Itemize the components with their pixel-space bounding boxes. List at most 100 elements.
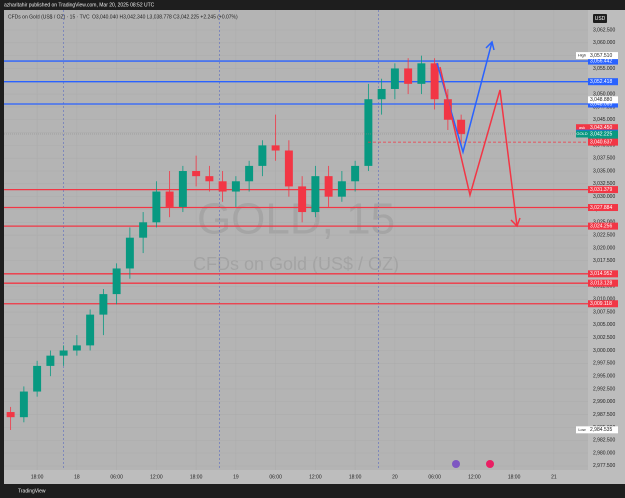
x-tick-label: 18:00	[31, 474, 44, 480]
candle-body	[205, 176, 214, 182]
watermark: GOLD, 15	[197, 195, 395, 244]
y-tick-label: 2,977.500	[593, 463, 615, 469]
candle-body	[364, 99, 373, 166]
candle-body	[112, 268, 121, 295]
y-tick-label: 3,020.000	[593, 245, 615, 251]
x-tick-label: 12:00	[150, 474, 163, 480]
candle-body	[245, 165, 254, 182]
candle-body	[218, 181, 227, 192]
price-axis	[588, 10, 625, 470]
candle-body	[271, 145, 280, 151]
y-tick-label: 3,037.500	[593, 156, 615, 162]
level-box	[588, 279, 618, 287]
candle-body	[152, 191, 161, 223]
tag-box	[576, 124, 588, 132]
y-tick-label: 2,997.500	[593, 361, 615, 367]
candle-body	[443, 99, 452, 120]
watermark: CFDs on Gold (US$ / OZ)	[193, 254, 399, 274]
currency: USD	[595, 16, 606, 22]
arrow-head	[485, 40, 495, 51]
drawing-arrow	[439, 66, 518, 227]
publisher: azharitahir published on TradingView.com…	[4, 2, 155, 8]
x-tick-label: 06:00	[269, 474, 282, 480]
x-tick-label: 06:00	[110, 474, 123, 480]
x-tick-label: 18	[74, 474, 80, 480]
y-tick-label: 2,980.000	[593, 450, 615, 456]
candle-body	[298, 186, 307, 213]
y-tick-label: 3,022.500	[593, 232, 615, 238]
candle-body	[351, 165, 360, 182]
candle-body	[231, 181, 240, 192]
x-tick-label: 18:00	[508, 474, 521, 480]
x-tick-label: 21	[551, 474, 557, 480]
tag-label: High	[578, 53, 586, 58]
y-tick-label: 2,982.500	[593, 438, 615, 444]
candle-body	[377, 88, 386, 100]
tag-box	[576, 426, 588, 434]
candle-body	[6, 412, 15, 418]
price-box	[588, 96, 618, 104]
candle-body	[311, 176, 320, 213]
level-label: 3,013.128	[590, 281, 612, 287]
event-icon[interactable]	[486, 460, 494, 468]
candle-body	[178, 171, 187, 207]
level-box	[588, 186, 618, 194]
candle-body	[324, 176, 333, 197]
footer-logo: TradingView	[18, 488, 46, 494]
level-box	[588, 222, 618, 230]
candle-body	[284, 150, 293, 187]
price-box	[588, 426, 618, 434]
y-tick-label: 3,032.500	[593, 181, 615, 187]
candle-body	[457, 119, 466, 135]
y-tick-label: 3,007.500	[593, 309, 615, 315]
x-tick-label: 18:00	[349, 474, 362, 480]
tag-box	[576, 52, 588, 60]
chart-layer: 2,977.5002,980.0002,982.5002,985.0002,98…	[4, 10, 618, 480]
level-box	[588, 78, 618, 86]
y-tick-label: 3,000.000	[593, 348, 615, 354]
level-label: 3,009.118	[590, 301, 612, 307]
plot-area	[4, 10, 588, 470]
level-box	[588, 300, 618, 308]
y-tick-label: 3,040.000	[593, 143, 615, 149]
level-box	[588, 100, 618, 108]
candle-body	[404, 68, 413, 84]
event-icon[interactable]	[452, 460, 460, 468]
y-tick-label: 3,012.500	[593, 284, 615, 290]
candle-body	[99, 294, 108, 315]
x-tick-label: 20	[392, 474, 398, 480]
price-box	[588, 138, 618, 146]
candle-body	[165, 191, 174, 207]
level-label: 3,048.065	[590, 101, 612, 107]
y-tick-label: 3,017.500	[593, 258, 615, 264]
level-box	[588, 204, 618, 212]
y-tick-label: 3,045.000	[593, 117, 615, 123]
candle-body	[46, 355, 55, 366]
level-label: 3,052.418	[590, 79, 612, 85]
candle-body	[125, 237, 134, 269]
y-tick-label: 3,062.500	[593, 27, 615, 33]
y-tick-label: 3,035.000	[593, 168, 615, 174]
level-label: 3,027.884	[590, 205, 612, 211]
candle-body	[430, 63, 439, 100]
price-label: 3,042.225	[590, 131, 612, 137]
price-label: 3,057.510	[590, 53, 612, 59]
y-tick-label: 2,987.500	[593, 412, 615, 418]
candle-body	[86, 314, 95, 346]
price-box	[588, 130, 618, 138]
x-tick-label: 19	[233, 474, 239, 480]
price-label: 3,040.637	[590, 139, 612, 145]
x-tick-label: 12:00	[468, 474, 481, 480]
y-tick-label: 3,002.500	[593, 335, 615, 341]
x-tick-label: 18:00	[190, 474, 203, 480]
arrow-head	[510, 217, 521, 228]
x-tick-label: 06:00	[428, 474, 441, 480]
candle-body	[33, 365, 42, 392]
tag-box	[576, 130, 588, 138]
y-tick-label: 3,060.000	[593, 40, 615, 46]
level-label: 3,014.952	[590, 271, 612, 277]
y-tick-label: 3,050.000	[593, 91, 615, 97]
y-tick-label: 3,030.000	[593, 194, 615, 200]
symbol-title: CFDs on Gold (US$ / OZ) · 15 · TVC	[8, 14, 90, 20]
